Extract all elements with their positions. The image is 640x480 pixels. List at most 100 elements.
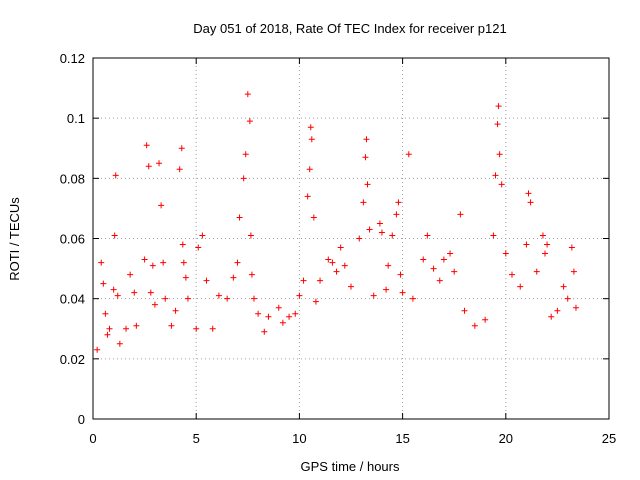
data-point <box>151 301 158 308</box>
y-tick-label: 0 <box>78 412 85 427</box>
data-point <box>98 259 105 266</box>
y-tick-label: 0.04 <box>60 292 85 307</box>
data-point <box>570 268 577 275</box>
data-point <box>389 232 396 239</box>
data-point <box>308 136 315 143</box>
data-point <box>160 259 167 266</box>
data-point <box>527 199 534 206</box>
data-point <box>180 259 187 266</box>
data-point <box>168 322 175 329</box>
data-point <box>143 142 150 149</box>
x-tick-label: 20 <box>499 431 513 446</box>
data-point <box>482 316 489 323</box>
data-point <box>247 232 254 239</box>
data-point <box>539 232 546 239</box>
data-point <box>560 283 567 290</box>
data-point <box>496 151 503 158</box>
data-point <box>498 181 505 188</box>
data-point <box>333 268 340 275</box>
data-point <box>385 262 392 269</box>
data-point <box>275 304 282 311</box>
data-point <box>399 289 406 296</box>
x-tick-labels: 0 5 10 15 20 25 <box>89 431 616 446</box>
data-point <box>179 241 186 248</box>
data-point <box>199 232 206 239</box>
axis-ticks <box>92 57 610 420</box>
data-point <box>405 151 412 158</box>
data-point <box>94 346 101 353</box>
data-point <box>572 304 579 311</box>
data-point <box>292 310 299 317</box>
data-point <box>542 250 549 257</box>
data-point <box>409 295 416 302</box>
data-point <box>329 259 336 266</box>
data-point <box>111 232 118 239</box>
data-point <box>370 292 377 299</box>
data-point <box>141 256 148 263</box>
data-point <box>447 250 454 257</box>
data-point <box>176 166 183 173</box>
data-point <box>325 256 332 263</box>
data-point <box>156 160 163 167</box>
data-point <box>554 307 561 314</box>
data-point <box>193 325 200 332</box>
data-point <box>533 268 540 275</box>
data-point <box>376 220 383 227</box>
x-tick-label: 5 <box>193 431 200 446</box>
data-point <box>307 124 314 131</box>
data-point <box>279 319 286 326</box>
data-point <box>110 286 117 293</box>
x-axis-label: GPS time / hours <box>301 459 400 474</box>
x-tick-label: 10 <box>292 431 306 446</box>
data-point <box>182 274 189 281</box>
data-point <box>306 166 313 173</box>
data-point <box>544 241 551 248</box>
data-point <box>356 235 363 242</box>
data-points <box>94 91 579 353</box>
data-point <box>494 121 501 128</box>
data-point <box>184 295 191 302</box>
data-point <box>242 151 249 158</box>
data-point <box>440 256 447 263</box>
data-point <box>100 280 107 287</box>
data-point <box>310 214 317 221</box>
data-point <box>123 325 130 332</box>
data-point <box>265 313 272 320</box>
data-point <box>127 271 134 278</box>
data-point <box>317 277 324 284</box>
data-point <box>457 211 464 218</box>
data-point <box>149 262 156 269</box>
data-point <box>525 190 532 197</box>
x-tick-label: 0 <box>89 431 96 446</box>
y-tick-label: 0.1 <box>67 111 85 126</box>
data-point <box>224 295 231 302</box>
data-point <box>502 250 509 257</box>
data-point <box>234 259 241 266</box>
data-point <box>495 103 502 110</box>
y-tick-label: 0.06 <box>60 232 85 247</box>
data-point <box>230 274 237 281</box>
data-point <box>424 232 431 239</box>
grid <box>93 58 609 419</box>
data-point <box>112 172 119 179</box>
data-point <box>300 277 307 284</box>
data-point <box>286 313 293 320</box>
data-point <box>451 268 458 275</box>
data-point <box>261 328 268 335</box>
data-point <box>195 244 202 251</box>
data-point <box>362 154 369 161</box>
data-point <box>104 331 111 338</box>
data-point <box>158 202 165 209</box>
data-point <box>490 232 497 239</box>
data-point <box>246 118 253 125</box>
data-point <box>162 295 169 302</box>
data-point <box>508 271 515 278</box>
data-point <box>397 271 404 278</box>
data-point <box>420 256 427 263</box>
data-point <box>145 163 152 170</box>
data-point <box>517 283 524 290</box>
data-point <box>348 283 354 290</box>
data-point <box>312 298 319 305</box>
